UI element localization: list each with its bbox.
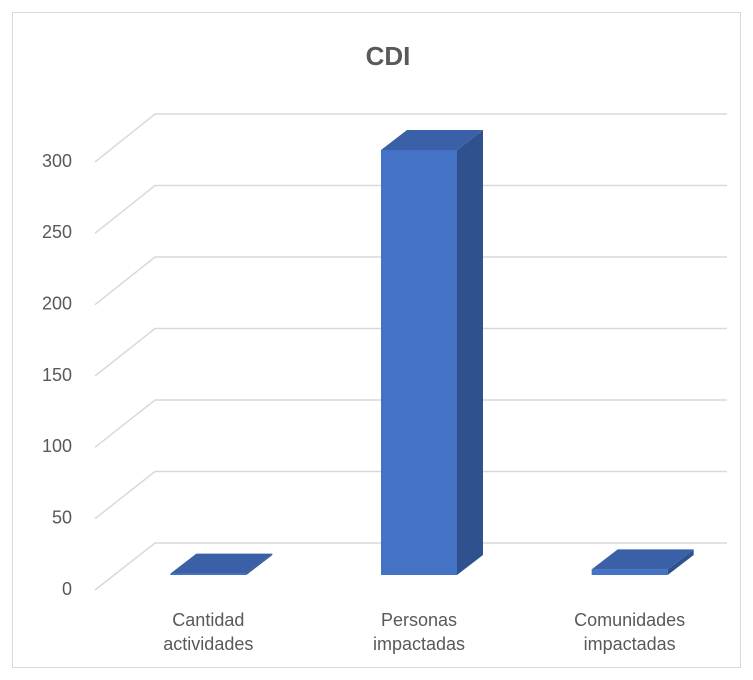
x-tick-label: Comunidades impactadas — [574, 610, 686, 654]
grid-line — [94, 470, 727, 520]
grid-line — [94, 399, 727, 448]
y-tick-label: 200 — [42, 293, 72, 313]
x-tick-label: Personas impactadas — [372, 610, 466, 654]
grid-line — [94, 184, 727, 234]
bar-side — [667, 549, 694, 575]
bar-top — [170, 553, 273, 574]
chart-title: CDI — [366, 41, 411, 71]
y-tick-label: 250 — [42, 222, 72, 242]
grid-line — [94, 113, 727, 163]
y-tick-label: 300 — [42, 151, 72, 171]
grid-line — [94, 542, 727, 591]
bar-side — [457, 130, 483, 575]
bar-side — [246, 553, 273, 575]
y-tick-label: 50 — [52, 507, 72, 527]
x-tick-label: Cantidad actividades — [163, 610, 254, 654]
grid-line — [94, 327, 727, 377]
bar-top — [381, 130, 483, 150]
y-tick-label: 150 — [42, 365, 72, 385]
y-tick-label: 0 — [62, 579, 72, 599]
bar — [170, 573, 247, 575]
y-tick-label: 100 — [42, 436, 72, 456]
bar-top — [591, 549, 694, 570]
bar — [591, 569, 668, 575]
bar — [381, 150, 457, 575]
grid-line — [94, 256, 727, 306]
